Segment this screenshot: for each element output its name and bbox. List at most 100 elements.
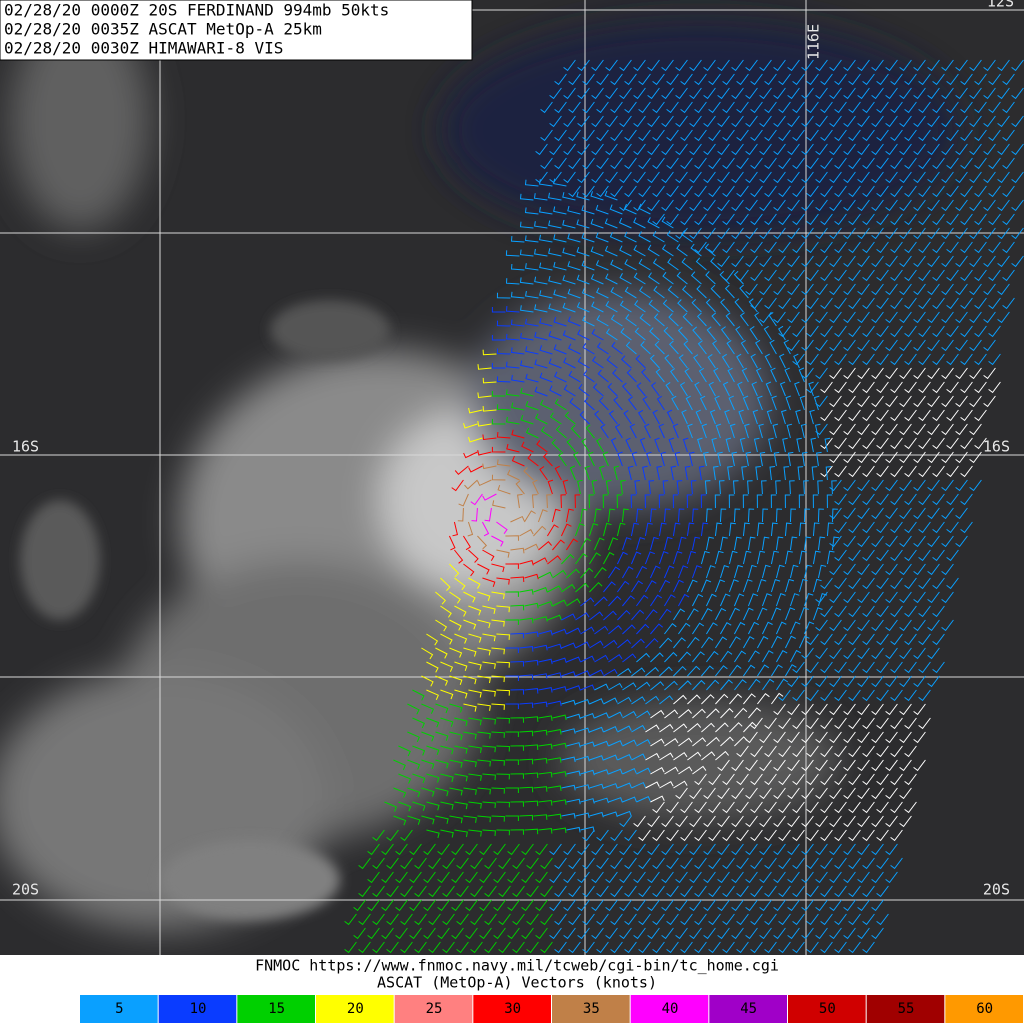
wind-barb <box>647 927 660 940</box>
wind-barb <box>637 409 646 425</box>
wind-barb <box>913 59 926 72</box>
wind-barb <box>955 227 968 240</box>
wind-barb <box>549 927 562 940</box>
wind-barb <box>621 537 632 551</box>
wind-barb <box>454 801 468 810</box>
wind-barb <box>710 284 721 299</box>
wind-barb <box>789 536 798 551</box>
wind-barb <box>843 199 856 212</box>
wind-barb <box>703 843 716 856</box>
wind-barb <box>727 367 735 383</box>
wind-barb <box>787 339 800 352</box>
wind-barb <box>706 679 720 691</box>
wind-barb <box>435 787 449 797</box>
wind-barb <box>714 522 723 537</box>
wind-barb <box>871 703 884 716</box>
wind-barb <box>519 559 534 566</box>
wind-barb <box>717 59 730 72</box>
wind-barb <box>510 263 525 271</box>
wind-barb <box>624 231 637 243</box>
wind-barb <box>778 325 786 341</box>
wind-barb <box>988 185 1001 198</box>
wind-barb <box>563 927 576 940</box>
wind-barb <box>918 465 931 478</box>
wind-barb <box>946 353 959 366</box>
wind-barb <box>617 609 631 621</box>
wind-barb <box>759 87 772 100</box>
wind-barb <box>750 717 763 730</box>
wind-barb <box>862 353 875 366</box>
wind-barb <box>625 314 637 327</box>
wind-barb <box>477 647 491 656</box>
wind-barb <box>524 207 539 215</box>
wind-barb <box>918 381 931 394</box>
wind-barb <box>633 115 646 128</box>
wind-barb <box>927 647 940 660</box>
wind-barb <box>681 285 693 299</box>
wind-barb <box>792 157 805 170</box>
wind-barb <box>596 885 609 898</box>
wind-barb <box>662 271 674 285</box>
wind-barb <box>834 241 847 254</box>
wind-barb <box>610 437 618 453</box>
wind-barb <box>876 325 889 338</box>
wind-barb <box>955 535 968 548</box>
wind-barb <box>815 255 828 268</box>
wind-barb <box>456 857 469 870</box>
wind-barb <box>553 206 567 215</box>
wind-barb <box>678 766 693 775</box>
wind-barb <box>540 885 553 898</box>
wind-barb <box>583 370 595 383</box>
wind-barb <box>470 913 483 926</box>
wind-barb <box>463 535 471 551</box>
wind-barb <box>946 549 959 562</box>
wind-barb <box>843 563 856 576</box>
wind-barb <box>563 899 576 912</box>
wind-barb <box>525 263 539 271</box>
wind-barb <box>759 255 772 268</box>
wind-barb <box>477 364 492 370</box>
wind-barb <box>591 115 604 128</box>
wind-barb <box>715 636 728 649</box>
wind-barb <box>988 73 1001 86</box>
wind-barb <box>742 607 754 621</box>
wind-barb <box>759 843 772 856</box>
wind-barb <box>876 185 889 198</box>
wind-barb <box>848 381 861 394</box>
wind-barb <box>582 857 595 870</box>
wind-barb <box>482 377 497 384</box>
lon-label: 116E <box>805 24 823 60</box>
wind-barb <box>843 311 856 324</box>
wind-barb <box>792 297 805 310</box>
wind-barb <box>618 217 632 229</box>
wind-barb <box>829 675 842 688</box>
wind-barb <box>829 535 842 548</box>
wind-barb <box>843 787 856 800</box>
wind-barb <box>553 178 567 187</box>
wind-barb <box>658 522 667 537</box>
wind-barb <box>983 115 996 128</box>
wind-barb <box>899 339 912 352</box>
wind-barb <box>700 608 713 621</box>
wind-barb <box>913 451 926 464</box>
wind-barb <box>747 564 757 579</box>
wind-barb <box>688 451 695 467</box>
wind-barb <box>603 726 618 733</box>
wind-barb <box>736 829 749 842</box>
wind-barb <box>792 213 805 226</box>
wind-barb <box>885 143 898 156</box>
wind-barb <box>969 423 982 436</box>
wind-barb <box>843 647 856 660</box>
wind-barb <box>736 241 749 254</box>
wind-barb <box>712 340 721 355</box>
lat-label: 16S <box>12 438 39 456</box>
lat-label: 20S <box>983 881 1010 899</box>
wind-barb <box>820 437 833 450</box>
wind-barb <box>647 171 660 184</box>
cloud <box>270 300 390 360</box>
wind-barb <box>719 508 727 523</box>
wind-barb <box>784 635 796 649</box>
wind-barb <box>725 312 735 327</box>
wind-barb <box>690 243 702 257</box>
wind-barb <box>974 157 987 170</box>
